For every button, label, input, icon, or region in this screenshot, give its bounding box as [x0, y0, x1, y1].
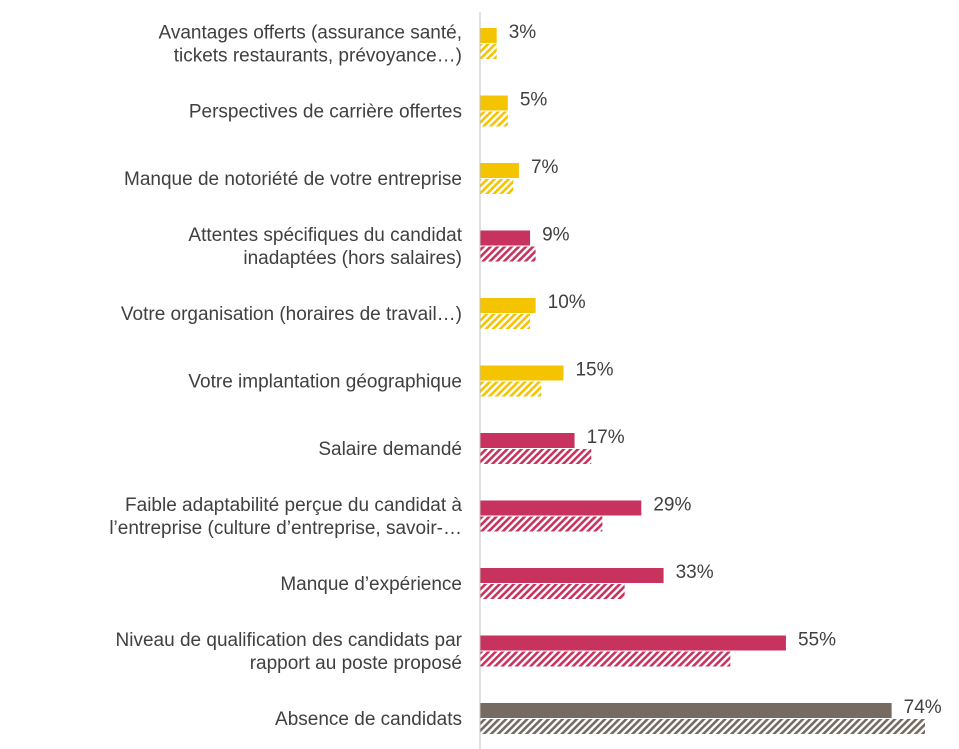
category-label: Votre implantation géographique: [188, 372, 462, 393]
category-label: Faible adaptabilité perçue du candidat à: [125, 495, 462, 516]
category-label: Salaire demandé: [318, 439, 462, 460]
category-label: Manque d’expérience: [280, 574, 462, 595]
bar: [480, 111, 508, 127]
category-label: rapport au poste proposé: [250, 653, 462, 674]
category-label: Niveau de qualification des candidats pa…: [116, 630, 463, 651]
bar: [480, 703, 892, 718]
value-label: 74%: [904, 697, 942, 718]
bar: [480, 230, 531, 246]
value-label: 10%: [548, 292, 586, 313]
bar: [480, 381, 542, 397]
category-label: inadaptées (hors salaires): [243, 248, 462, 269]
bar: [480, 365, 564, 381]
bar: [480, 44, 497, 59]
bar: [480, 179, 514, 194]
value-label: 9%: [542, 225, 570, 246]
bar: [480, 516, 603, 532]
value-label: 33%: [676, 562, 714, 583]
bar: [480, 584, 625, 599]
bar: [480, 635, 786, 651]
bar: [480, 651, 731, 667]
category-label: Votre organisation (horaires de travail……: [121, 304, 462, 325]
bar: [480, 449, 592, 464]
category-label: Absence de candidats: [275, 709, 462, 730]
value-label: 3%: [509, 22, 537, 43]
bar: [480, 568, 664, 583]
value-label: 5%: [520, 90, 548, 111]
value-label: 7%: [531, 157, 559, 178]
bar: [480, 298, 536, 313]
category-label: Perspectives de carrière offertes: [189, 102, 462, 123]
bar: [480, 719, 925, 734]
value-label: 17%: [587, 427, 625, 448]
value-label: 15%: [575, 360, 613, 381]
category-label: Manque de notoriété de votre entreprise: [124, 169, 462, 190]
category-label: Avantages offerts (assurance santé,: [159, 23, 462, 44]
category-label: Attentes spécifiques du candidat: [188, 225, 462, 246]
bar: [480, 433, 575, 448]
category-label: tickets restaurants, prévoyance…): [174, 46, 462, 67]
value-label: 29%: [653, 495, 691, 516]
bar: [480, 314, 531, 329]
bar: [480, 500, 642, 516]
bar: [480, 163, 519, 178]
bar: [480, 28, 497, 43]
category-label: l’entreprise (culture d’entreprise, savo…: [109, 518, 462, 539]
bar: [480, 246, 536, 262]
bar: [480, 95, 508, 111]
value-label: 55%: [798, 630, 836, 651]
